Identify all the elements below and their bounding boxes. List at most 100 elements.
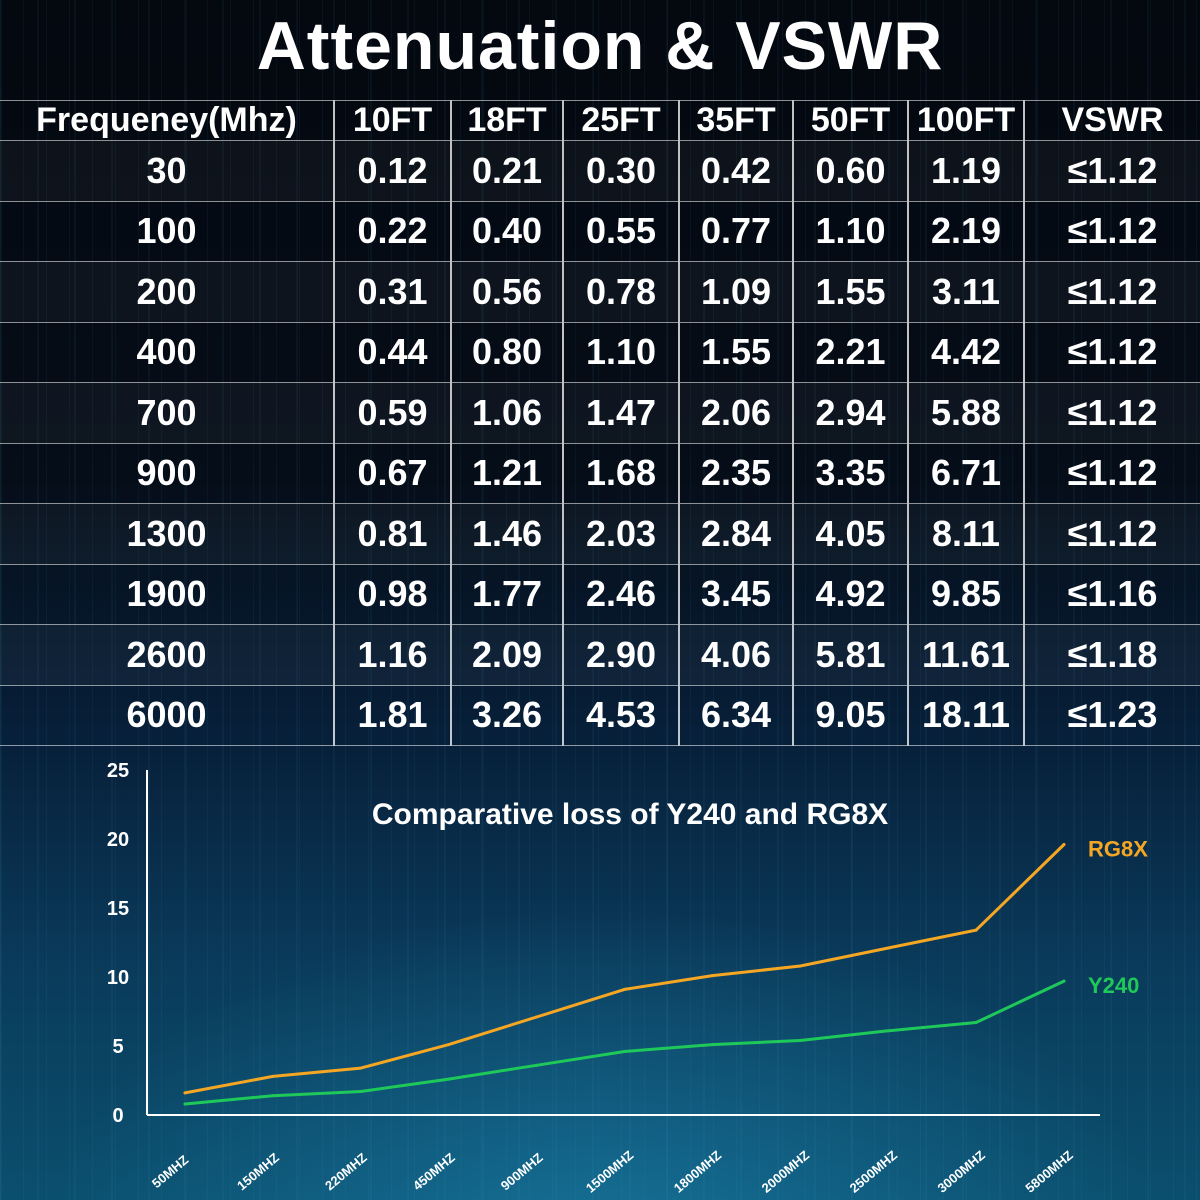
frequency-cell: 30 — [0, 140, 334, 201]
x-tick-label: 1800MHZ — [671, 1147, 724, 1195]
table-row: 900 0.67 1.21 1.68 2.35 3.35 6.71 ≤1.12 — [0, 443, 1200, 504]
table-cell: 0.22 — [333, 201, 451, 262]
table-cell: 0.59 — [333, 382, 451, 443]
data-point-y240 — [886, 1029, 890, 1033]
x-tick-label: 50MHZ — [149, 1152, 191, 1191]
header-100ft: 100FT — [907, 100, 1024, 141]
table-cell: 1.10 — [562, 322, 679, 383]
table-cell: 4.42 — [907, 322, 1024, 383]
header-50ft: 50FT — [792, 100, 908, 141]
chart-legend: RG8X Y240 — [1088, 837, 1148, 999]
table-cell: 2.84 — [678, 503, 793, 564]
table-cell: 1.46 — [450, 503, 563, 564]
table-cell: 3.45 — [678, 564, 793, 625]
table-cell: 1.21 — [450, 443, 563, 504]
legend-label-rg8x: RG8X — [1088, 837, 1148, 862]
table-cell: 1.16 — [333, 624, 451, 685]
series-line-y240 — [183, 979, 1066, 1106]
x-tick-label: 2500MHZ — [847, 1147, 900, 1195]
table-cell: ≤1.12 — [1023, 443, 1200, 504]
table-cell: 0.40 — [450, 201, 563, 262]
data-point-y240 — [974, 1021, 978, 1025]
data-point-rg8x — [183, 1091, 187, 1095]
y-tick-label: 10 — [107, 967, 129, 989]
table-cell: 0.60 — [792, 140, 908, 201]
table-cell: 0.81 — [333, 503, 451, 564]
table-cell: 2.06 — [678, 382, 793, 443]
table-cell: ≤1.12 — [1023, 382, 1200, 443]
table-cell: ≤1.12 — [1023, 503, 1200, 564]
table-cell: 1.55 — [792, 261, 908, 322]
data-point-y240 — [710, 1043, 714, 1047]
data-point-y240 — [798, 1038, 802, 1042]
frequency-cell: 2600 — [0, 624, 334, 685]
data-point-y240 — [535, 1063, 539, 1067]
frequency-cell: 1300 — [0, 503, 334, 564]
table-cell: ≤1.16 — [1023, 564, 1200, 625]
table-cell: 1.55 — [678, 322, 793, 383]
table-cell: 5.81 — [792, 624, 908, 685]
table-cell: 4.05 — [792, 503, 908, 564]
table-row: 700 0.59 1.06 1.47 2.06 2.94 5.88 ≤1.12 — [0, 382, 1200, 443]
data-point-rg8x — [535, 1015, 539, 1019]
table-cell: 0.77 — [678, 201, 793, 262]
y-tick-label: 5 — [112, 1036, 123, 1058]
table-cell: 2.09 — [450, 624, 563, 685]
table-cell: 1.19 — [907, 140, 1024, 201]
y-tick-label: 0 — [112, 1105, 123, 1127]
table-cell: ≤1.18 — [1023, 624, 1200, 685]
header-vswr: VSWR — [1023, 100, 1200, 141]
table-cell: 2.94 — [792, 382, 908, 443]
table-row: 6000 1.81 3.26 4.53 6.34 9.05 18.11 ≤1.23 — [0, 685, 1200, 746]
table-cell: 0.67 — [333, 443, 451, 504]
x-tick-label: 900MHZ — [498, 1150, 546, 1194]
x-tick-label: 5800MHZ — [1022, 1147, 1075, 1195]
data-point-y240 — [447, 1077, 451, 1081]
table-cell: 0.12 — [333, 140, 451, 201]
table-cell: 6.34 — [678, 685, 793, 746]
table-cell: 0.98 — [333, 564, 451, 625]
frequency-cell: 1900 — [126, 573, 207, 615]
x-tick-label: 150MHZ — [234, 1150, 282, 1194]
header-10ft: 10FT — [333, 100, 451, 141]
table-cell: 2.21 — [792, 322, 908, 383]
data-point-rg8x — [447, 1043, 451, 1047]
data-point-rg8x — [623, 987, 626, 991]
table-cell: 0.42 — [678, 140, 793, 201]
header-25ft: 25FT — [562, 100, 679, 141]
data-point-rg8x — [271, 1074, 275, 1078]
table-cell: 0.55 — [562, 201, 679, 262]
table-cell: 3.26 — [450, 685, 563, 746]
table-cell: 0.78 — [562, 261, 679, 322]
table-cell: 18.11 — [907, 685, 1024, 746]
table-cell: 0.44 — [333, 322, 451, 383]
x-tick-label: 450MHZ — [410, 1150, 458, 1194]
frequency-cell: 200 — [0, 261, 334, 322]
frequency-cell: 6000 — [126, 694, 207, 736]
y-tick-label: 20 — [107, 829, 129, 851]
frequency-cell: 400 — [136, 331, 197, 373]
table-cell: 4.06 — [678, 624, 793, 685]
table-cell: 4.92 — [792, 564, 908, 625]
table-cell: 11.61 — [907, 624, 1024, 685]
series-line-rg8x — [183, 843, 1066, 1095]
table-cell: 0.21 — [450, 140, 563, 201]
data-point-rg8x — [798, 964, 802, 968]
table-cell: 1.06 — [450, 382, 563, 443]
frequency-cell: 700 — [0, 382, 334, 443]
table-cell: 1.81 — [333, 685, 451, 746]
chart-title: Comparative loss of Y240 and RG8X — [372, 798, 888, 831]
table-body: 30 0.12 0.21 0.30 0.42 0.60 1.19 ≤1.12 100 0.22 0.… — [0, 140, 1200, 746]
header-35ft: 35FT — [678, 100, 793, 141]
table-cell: 2.19 — [907, 201, 1024, 262]
table-row: 2600 1.16 2.09 2.90 4.06 5.81 11.61 ≤1.18 — [0, 624, 1200, 685]
header-frequency: Frequeney(Mhz) — [36, 101, 297, 139]
table-row: 200 0.31 0.56 0.78 1.09 1.55 3.11 ≤1.12 — [0, 261, 1200, 322]
data-point-y240 — [1062, 979, 1066, 983]
table-cell: 0.31 — [333, 261, 451, 322]
table-cell: ≤1.12 — [1023, 201, 1200, 262]
x-axis-ticks: 50MHZ 150MHZ 220MHZ 450MHZ 900MHZ 1500MHZ 1800… — [149, 1147, 1076, 1195]
x-tick-label: 1500MHZ — [583, 1147, 636, 1195]
table-cell: 2.90 — [562, 624, 679, 685]
table-cell: 0.30 — [562, 140, 679, 201]
